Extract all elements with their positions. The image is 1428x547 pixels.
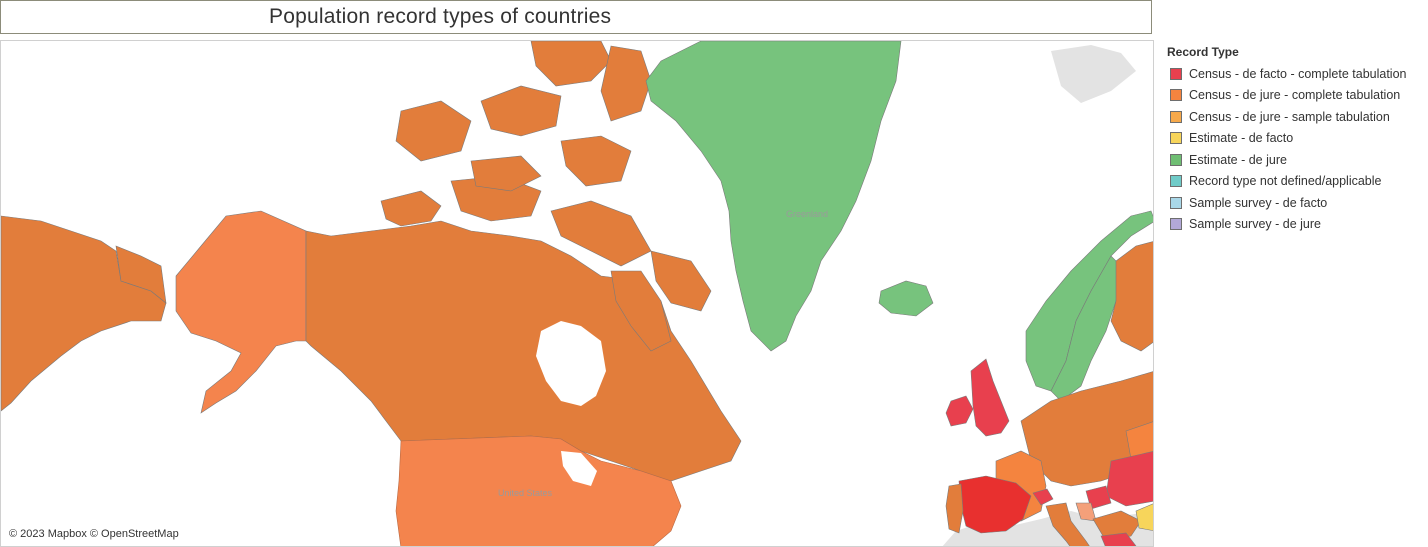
legend-item[interactable]: Sample survey - de jure (1167, 214, 1427, 236)
legend-item[interactable]: Record type not defined/applicable (1167, 171, 1427, 193)
region-canada-arctic-1[interactable] (380, 190, 442, 227)
legend-item[interactable]: Estimate - de jure (1167, 149, 1427, 171)
page-title: Population record types of countries (269, 5, 612, 28)
region-united-states[interactable] (395, 435, 682, 547)
label-greenland: Greenland (786, 209, 828, 219)
legend-item[interactable]: Census - de jure - sample tabulation (1167, 106, 1427, 128)
region-canada-arctic-11[interactable] (650, 250, 712, 312)
legend-swatch (1170, 89, 1182, 102)
region-belarus[interactable] (1125, 421, 1154, 460)
legend-item[interactable]: Census - de jure - complete tabulation (1167, 85, 1427, 107)
legend-item[interactable]: Census - de facto - complete tabulation (1167, 63, 1427, 85)
legend-title: Record Type (1167, 45, 1239, 59)
hudson-bay (536, 321, 606, 406)
legend-label: Sample survey - de facto (1189, 195, 1328, 210)
region-norway[interactable] (1025, 210, 1154, 392)
region-turkey[interactable] (1135, 503, 1154, 531)
region-ireland[interactable] (945, 395, 974, 427)
region-united-kingdom[interactable] (970, 358, 1010, 437)
region-sweden[interactable] (1050, 255, 1122, 402)
legend-label: Estimate - de jure (1189, 152, 1287, 167)
region-spain[interactable] (958, 475, 1032, 534)
region-canada-arctic-4[interactable] (395, 100, 472, 162)
map-attribution: © 2023 Mapbox © OpenStreetMap (9, 528, 179, 540)
svalbard-land (1051, 45, 1136, 103)
region-canada-arctic-8[interactable] (560, 135, 632, 187)
legend-swatch (1170, 196, 1182, 209)
region-canada-arctic-10[interactable] (610, 270, 672, 352)
title-bar: Population record types of countries (0, 0, 1152, 34)
region-canada-arctic-7[interactable] (600, 45, 652, 122)
region-canada-arctic-9[interactable] (470, 155, 542, 192)
legend-swatch (1170, 153, 1182, 166)
region-canada-arctic-3[interactable] (550, 200, 652, 267)
map-view[interactable]: Greenland United States (0, 40, 1154, 547)
legend-swatch (1170, 110, 1182, 123)
region-switzerland[interactable] (1032, 488, 1054, 506)
legend-label: Record type not defined/applicable (1189, 174, 1382, 189)
map-canvas[interactable]: Greenland United States (1, 41, 1154, 547)
legend-swatch (1170, 67, 1182, 80)
region-canada-arctic-6[interactable] (530, 41, 612, 87)
region-russia-east[interactable] (1, 215, 167, 412)
legend-label: Estimate - de facto (1189, 131, 1294, 146)
legend-swatch (1170, 218, 1182, 231)
legend-label: Census - de jure - complete tabulation (1189, 88, 1401, 103)
region-iceland[interactable] (878, 280, 934, 317)
region-alaska[interactable] (175, 210, 307, 414)
legend: Record Type Census - de facto - complete… (1167, 45, 1427, 235)
legend-label: Census - de facto - complete tabulation (1189, 66, 1407, 81)
region-greenland[interactable] (645, 41, 902, 352)
region-greece[interactable] (1100, 532, 1137, 547)
region-canada-arctic-5[interactable] (480, 85, 562, 137)
legend-swatch (1170, 175, 1182, 188)
label-united-states: United States (498, 488, 553, 498)
legend-swatch (1170, 132, 1182, 145)
legend-item[interactable]: Sample survey - de facto (1167, 192, 1427, 214)
region-portugal[interactable] (945, 483, 964, 534)
region-italy[interactable] (1045, 502, 1096, 547)
great-lakes (561, 451, 597, 486)
region-finland[interactable] (1110, 241, 1154, 352)
legend-label: Sample survey - de jure (1189, 217, 1322, 232)
legend-item[interactable]: Estimate - de facto (1167, 128, 1427, 150)
region-russia-east-2[interactable] (115, 245, 167, 304)
legend-label: Census - de jure - sample tabulation (1189, 109, 1390, 124)
